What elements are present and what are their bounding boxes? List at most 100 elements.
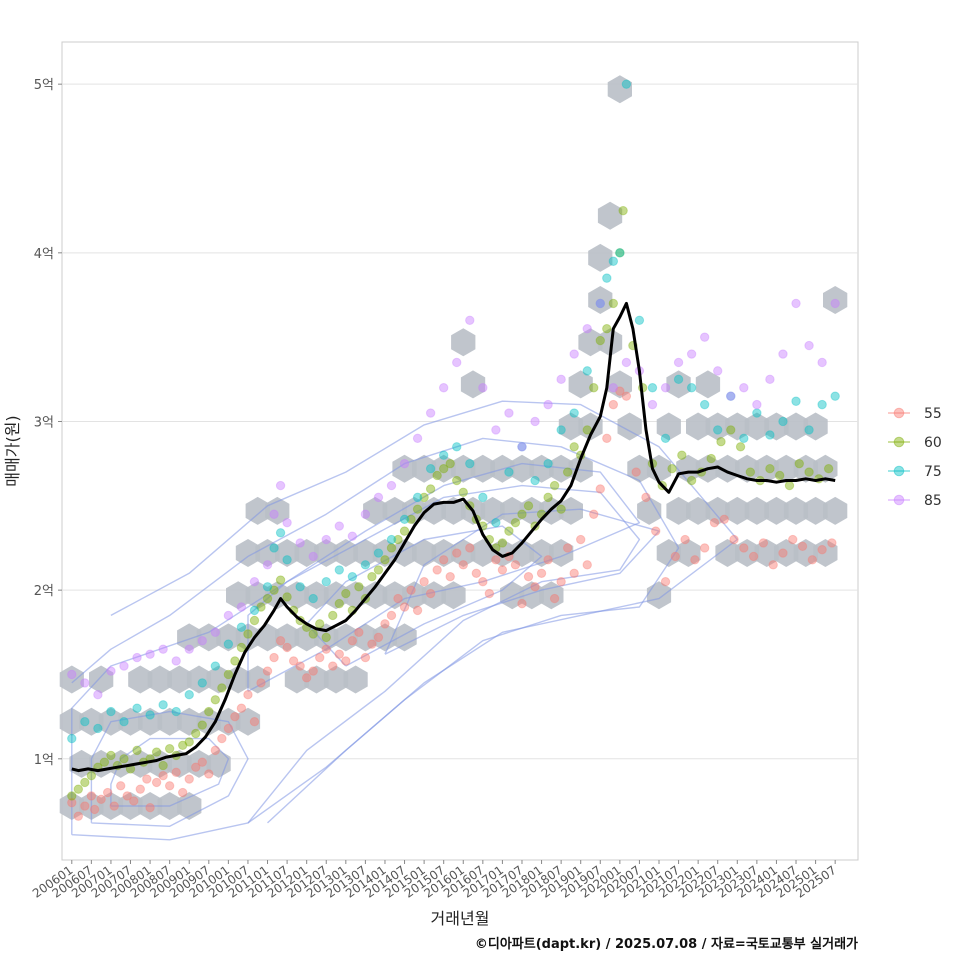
x-axis-ticks: 2006012006072007012007072008012008072009…	[30, 860, 839, 901]
hexbin-cell	[744, 496, 769, 525]
scatter-point-60	[419, 492, 429, 503]
source-caption: ©디아파트(dapt.kr) / 2025.07.08 / 자료=국토교통부 실…	[475, 936, 858, 952]
hexbin-cell	[284, 665, 309, 694]
scatter-point-60	[686, 475, 697, 486]
density-contour	[90, 710, 249, 827]
scatter-point-60	[386, 543, 397, 553]
hexbin-cell	[441, 581, 466, 610]
hexbin-cell	[275, 623, 300, 652]
scatter-point-55	[236, 703, 247, 713]
hexbin-cell	[568, 370, 593, 399]
scatter-point-75	[425, 464, 436, 474]
scatter-point-75	[197, 678, 207, 688]
scatter-point-85	[373, 492, 384, 503]
scatter-point-75	[399, 514, 410, 525]
scatter-point-60	[367, 571, 377, 582]
scatter-point-60	[256, 602, 266, 612]
scatter-point-55	[631, 467, 641, 477]
scatter-point-75	[282, 555, 292, 565]
hexbin-cell	[705, 496, 730, 525]
hexbin-cell	[284, 581, 309, 610]
scatter-point-60	[412, 504, 423, 514]
hexbin-cell	[637, 496, 662, 525]
scatter-point-75	[295, 582, 305, 592]
hexbin-cell	[627, 454, 652, 483]
scatter-point-60	[223, 669, 234, 680]
scatter-point-75	[158, 700, 168, 710]
scatter-point-60	[823, 464, 834, 474]
scatter-point-55	[452, 548, 462, 558]
scatter-point-60	[158, 760, 168, 771]
scatter-point-60	[119, 754, 129, 764]
scatter-point-85	[197, 636, 207, 646]
scatter-point-55	[96, 794, 106, 804]
scatter-point-60	[543, 492, 553, 503]
scatter-point-60	[667, 464, 677, 474]
legend-key-dot	[893, 407, 905, 419]
scatter-point-60	[438, 464, 449, 474]
hexbin-cell	[588, 286, 613, 314]
hexbin-cell	[578, 328, 603, 357]
scatter-point-85	[93, 690, 103, 700]
hexbin-cell	[529, 454, 554, 483]
scatter-point-55	[621, 391, 632, 401]
hexbin-cell	[275, 539, 300, 567]
scatter-point-75	[739, 433, 749, 444]
scatter-point-85	[791, 298, 801, 309]
scatter-point-55	[217, 733, 227, 744]
scatter-point-55	[373, 632, 384, 643]
hexbin-cell	[118, 707, 143, 736]
scatter-point-75	[236, 622, 247, 632]
hexbin-cell	[460, 370, 486, 399]
scatter-point-55	[223, 723, 234, 734]
hexbin-cell	[323, 665, 349, 694]
scatter-point-55	[615, 386, 625, 396]
scatter-point-75	[582, 366, 592, 376]
scatter-point-85	[210, 627, 221, 638]
hexbin-cell	[363, 581, 388, 610]
hexbin-cell	[304, 581, 329, 610]
hexbin-cell	[676, 454, 701, 483]
scatter-point-85	[686, 349, 697, 359]
scatter-point-60	[589, 383, 599, 393]
scatter-point-55	[807, 555, 818, 565]
scatter-point-55	[178, 787, 188, 798]
scatter-point-55	[380, 619, 390, 629]
scatter-point-55	[709, 517, 720, 528]
y-axis-ticks: 1억 2억 3억 4억 5억	[34, 78, 62, 768]
scatter-point-60	[210, 695, 221, 705]
hexbin-cell	[813, 539, 838, 567]
y-axis-title: 매매가(원)	[3, 415, 22, 486]
scatter-point-55	[243, 690, 253, 700]
hexbin-cell	[157, 707, 182, 736]
hexbin-cell	[490, 539, 515, 567]
scatter-point-60	[517, 509, 527, 519]
scatter-point-60	[445, 458, 455, 469]
scatter-point-85	[269, 509, 279, 519]
scatter-point-60	[262, 593, 273, 604]
hexbin-cell	[715, 539, 740, 567]
hexbin-cell	[774, 539, 799, 567]
density-contour	[247, 462, 641, 692]
hexbin-cell	[686, 496, 711, 525]
scatter-point-60	[236, 642, 247, 653]
scatter-point-85	[438, 383, 449, 393]
scatter-point-55	[262, 666, 273, 676]
scatter-point-75	[615, 248, 625, 258]
scatter-point-55	[788, 534, 798, 545]
scatter-point-60	[794, 458, 804, 469]
scatter-point-55	[491, 555, 501, 565]
scatter-point-60	[615, 248, 625, 258]
hexbin-cell	[656, 412, 681, 441]
hexbin-cell	[646, 454, 672, 483]
scatter-point-55	[670, 551, 681, 562]
scatter-point-55	[510, 560, 521, 570]
scatter-point-85	[621, 357, 632, 368]
scatter-point-75	[699, 399, 710, 410]
hexbin-cell	[646, 581, 672, 610]
scatter-point-55	[102, 787, 113, 798]
hexbin-cell	[549, 454, 574, 483]
scatter-point-75	[673, 374, 684, 385]
